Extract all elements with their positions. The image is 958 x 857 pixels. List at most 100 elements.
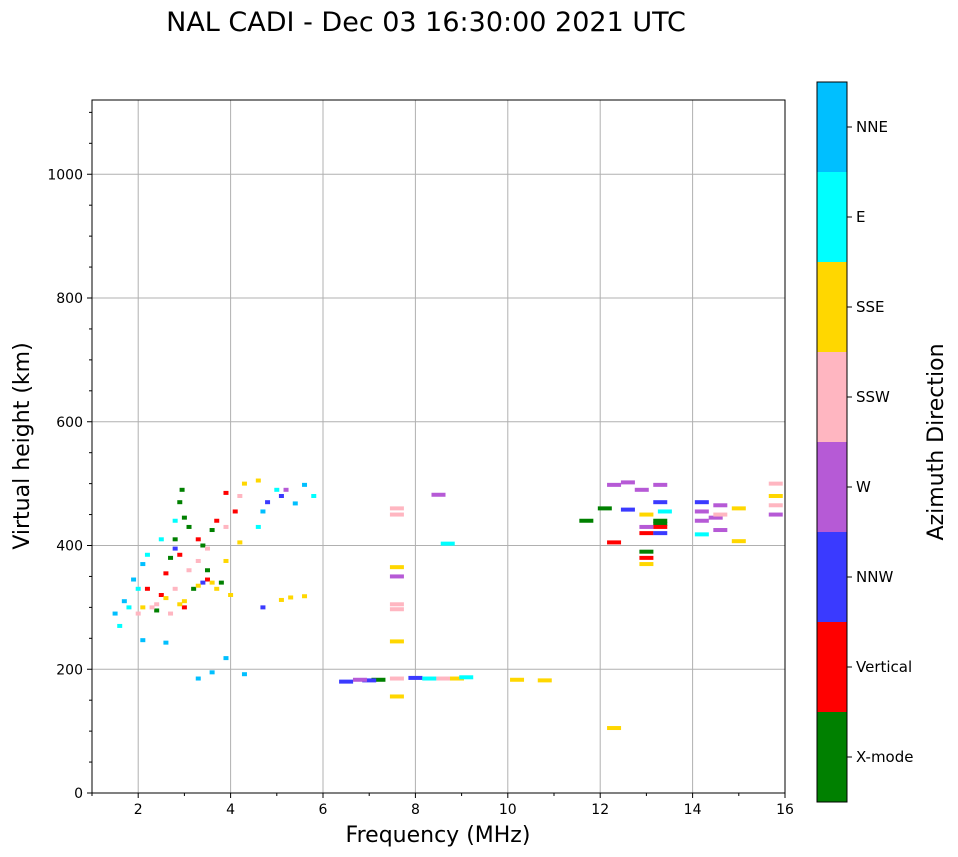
data-point-nne <box>163 640 169 645</box>
data-point-x-mode <box>168 555 174 560</box>
data-point-x-mode <box>653 521 668 526</box>
data-point-vertical <box>214 518 220 523</box>
data-point-e <box>311 494 317 498</box>
data-point-ssw <box>223 524 229 529</box>
data-point-x-mode <box>181 515 187 520</box>
data-point-ssw <box>186 568 192 573</box>
colorbar-segment <box>817 712 847 802</box>
data-point-ssw <box>195 558 201 563</box>
colorbar-segment <box>817 352 847 442</box>
data-point-e <box>440 541 455 546</box>
colorbar-label: Azimuth Direction <box>924 343 949 540</box>
data-point-ssw <box>172 586 178 591</box>
data-point-ssw <box>389 602 404 607</box>
data-point-x-mode <box>205 568 210 573</box>
data-point-sse <box>731 539 746 544</box>
data-point-e <box>274 487 280 492</box>
data-point-vertical <box>223 490 229 495</box>
y-tick-label: 200 <box>56 662 83 678</box>
data-point-sse <box>223 558 229 563</box>
data-point-w <box>713 503 728 508</box>
data-point-sse <box>639 562 654 567</box>
data-point-x-mode <box>597 506 612 511</box>
grid-lines <box>92 100 786 793</box>
data-point-x-mode <box>579 518 594 523</box>
data-point-e <box>135 586 141 591</box>
colorbar-segment <box>817 622 847 712</box>
x-tick-label: 6 <box>319 802 328 818</box>
x-tick-label: 2 <box>134 802 143 818</box>
colorbar-label-ssw: SSW <box>856 388 890 406</box>
data-point-w <box>620 480 635 485</box>
data-point-ssw <box>389 512 404 517</box>
data-point-w <box>708 515 723 520</box>
data-point-sse <box>731 506 746 511</box>
data-point-sse <box>389 565 404 570</box>
data-point-nne <box>140 562 146 567</box>
data-point-nne <box>302 482 308 487</box>
data-point-sse <box>389 694 404 699</box>
x-axis-label: Frequency (MHz) <box>346 823 531 848</box>
data-point-w <box>694 509 709 514</box>
data-point-ssw <box>205 546 210 551</box>
data-point-w <box>283 487 289 492</box>
data-point-vertical <box>163 571 169 576</box>
data-point-w <box>653 482 668 487</box>
data-point-sse <box>255 478 261 483</box>
colorbar-label-sse: SSE <box>856 298 885 316</box>
data-point-ssw <box>154 602 160 607</box>
data-point-sse <box>639 512 654 517</box>
data-point-e <box>117 623 123 628</box>
data-point-e <box>172 518 178 523</box>
data-point-ssw <box>389 607 404 612</box>
data-point-nnw <box>653 531 668 536</box>
data-point-nnw <box>265 500 271 505</box>
data-point-e <box>459 675 474 680</box>
data-point-sse <box>607 726 622 731</box>
data-point-ssw <box>768 481 783 486</box>
data-point-vertical <box>177 552 183 557</box>
colorbar-label-x-mode: X-mode <box>856 748 913 766</box>
data-point-x-mode <box>172 537 178 542</box>
data-point-nne <box>260 509 266 514</box>
data-point-e <box>255 524 261 529</box>
data-point-nnw <box>278 494 284 498</box>
data-point-vertical <box>205 577 210 582</box>
colorbar-label-vertical: Vertical <box>856 658 912 676</box>
x-tick-label: 12 <box>591 802 609 818</box>
data-point-nnw <box>339 679 354 684</box>
y-tick-label: 600 <box>56 415 83 431</box>
colorbar-frame <box>816 81 848 803</box>
data-point-vertical <box>607 540 622 545</box>
data-point-x-mode <box>179 487 185 492</box>
data-point-vertical <box>158 593 164 597</box>
y-axis: 0 200 400 600 800 1000 <box>47 111 92 802</box>
data-point-w <box>389 574 404 579</box>
data-point-nnw <box>260 605 266 610</box>
data-point-e <box>422 676 437 681</box>
data-point-e <box>657 509 672 514</box>
data-point-w <box>694 518 709 523</box>
data-point-w <box>431 492 446 497</box>
data-point-vertical <box>639 555 654 560</box>
data-point-nne <box>241 672 247 677</box>
chart-title: NAL CADI - Dec 03 16:30:00 2021 UTC <box>166 7 686 38</box>
colorbar-label-w: W <box>856 478 871 496</box>
data-point-w <box>607 482 622 487</box>
data-point-nne <box>121 599 127 604</box>
data-point-nne <box>209 670 215 675</box>
data-point-ssw <box>768 503 783 508</box>
data-point-nne <box>112 611 118 616</box>
x-tick-label: 4 <box>226 802 235 818</box>
data-point-w <box>639 524 654 529</box>
data-point-ssw <box>168 611 174 616</box>
colorbar-segment <box>817 442 847 532</box>
data-point-nne <box>195 676 201 681</box>
data-point-ssw <box>237 494 243 498</box>
data-point-sse <box>449 676 464 681</box>
data-point-nnw <box>653 500 668 505</box>
data-point-nnw <box>694 500 709 505</box>
data-point-ssw <box>436 676 451 681</box>
data-point-ssw <box>389 676 404 681</box>
